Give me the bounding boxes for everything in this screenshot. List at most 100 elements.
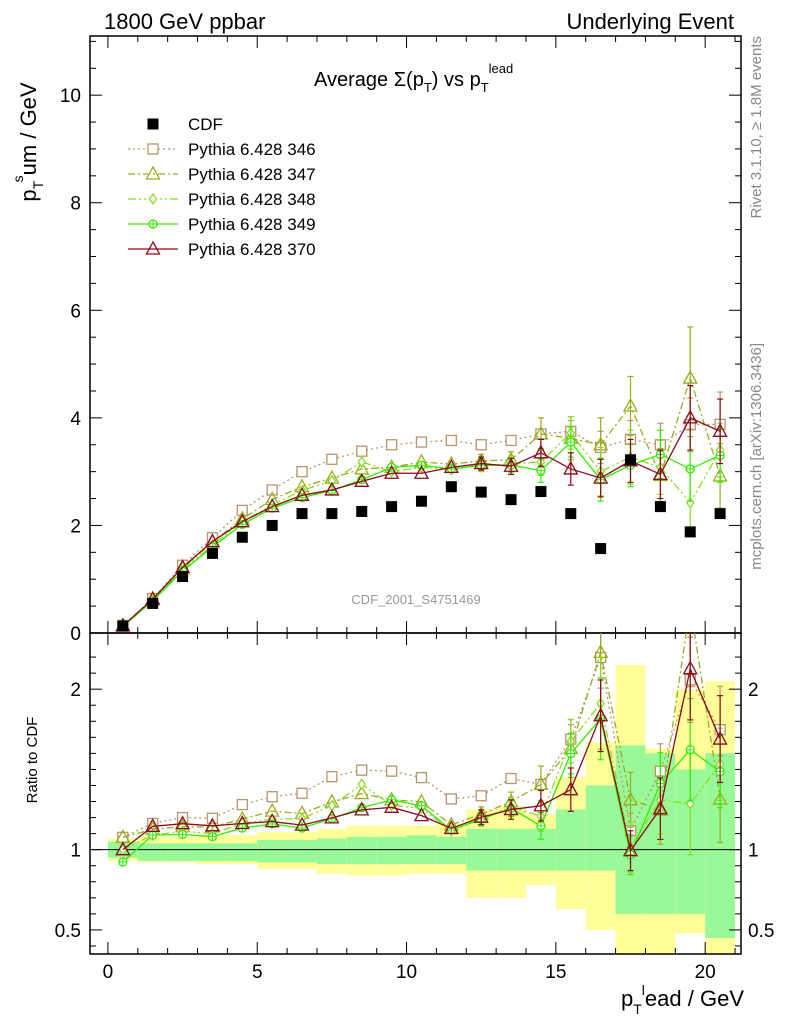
point-p370-ratio [324, 809, 340, 824]
point-cdf-main [445, 481, 457, 493]
plot-title-sub2: T [481, 80, 489, 95]
legend-label-p346: Pythia 6.428 346 [188, 140, 316, 159]
point-p347-ratio [622, 791, 639, 806]
point-p346-ratio [296, 787, 308, 799]
legend-item-p370: Pythia 6.428 370 [128, 240, 316, 259]
ratio-band-inner [227, 843, 258, 861]
y-tick-label-main: 6 [70, 301, 81, 322]
point-cdf-main [595, 543, 607, 555]
point-p370-ratio [413, 807, 430, 822]
x-axis-label-rest: ead / GeV [645, 986, 744, 1011]
header-right: Underlying Event [566, 9, 734, 34]
point-cdf-main [505, 494, 517, 506]
plot-title-sub1: T [424, 80, 432, 95]
y-tick-label-main: 2 [70, 516, 81, 537]
point-p348-ratio [357, 778, 367, 791]
point-p370-main [563, 460, 579, 475]
point-p346-main [296, 465, 308, 478]
point-cdf-main [177, 571, 189, 583]
point-p370-ratio [682, 660, 698, 675]
legend-marker-p348 [148, 192, 158, 206]
point-p370-ratio [712, 730, 728, 745]
mcplots-label: mcplots.cern.ch [arXiv:1306.3436] [748, 343, 765, 570]
x-tick-label: 15 [545, 962, 566, 983]
point-cdf-main [654, 501, 666, 513]
point-p370-ratio [115, 841, 131, 856]
legend-item-cdf: CDF [147, 115, 223, 134]
point-p370-main [324, 481, 340, 496]
point-p370-main [384, 464, 400, 479]
point-p370-main [443, 458, 459, 473]
point-p346-main [326, 453, 338, 465]
point-cdf-main [625, 454, 637, 466]
legend-item-p349: Pythia 6.428 349 [128, 215, 316, 234]
y-tick-label-main: 8 [70, 194, 81, 215]
y-axis-label-p: p [16, 189, 41, 201]
point-p370-ratio [473, 808, 489, 823]
point-cdf-main [684, 526, 696, 538]
point-cdf-main [386, 501, 398, 513]
legend: CDF Pythia 6.428 346 Pythia 6.428 347 Pythi… [128, 115, 316, 259]
ratio-band-inner [257, 840, 288, 863]
point-p370-main [503, 457, 519, 472]
point-p370-ratio [294, 816, 310, 831]
axis-ticks: 0 5 10 15 20 0 2 4 6 8 10 0.5 0.5 1 1 2 2 [55, 36, 774, 983]
line-p348-main [122, 431, 721, 627]
point-cdf-main [565, 508, 577, 520]
legend-label-p347: Pythia 6.428 347 [188, 165, 316, 184]
rivet-label: Rivet 3.1.10, ≥ 1.8M events [748, 36, 765, 219]
point-p346-ratio [505, 772, 517, 785]
point-p370-main [593, 469, 609, 484]
point-p347-ratio [533, 776, 549, 791]
legend-label-p349: Pythia 6.428 349 [188, 215, 316, 234]
point-p370-main [294, 486, 310, 501]
point-p347-ratio [684, 599, 697, 611]
point-cdf-main [117, 620, 129, 632]
point-p346-ratio [236, 798, 248, 811]
point-p346-ratio [415, 771, 428, 784]
x-axis-label-p: p [621, 986, 633, 1011]
ratio-band-inner [197, 843, 228, 861]
y-axis-label-main: pTsum / GeV [10, 82, 46, 201]
y-tick-label-ratio-right: 1 [748, 841, 759, 862]
point-p346-ratio [385, 765, 398, 777]
legend-label-p370: Pythia 6.428 370 [188, 240, 316, 259]
point-p370-ratio [563, 781, 579, 796]
point-p346-ratio [266, 791, 278, 803]
ratio-band-inner [287, 840, 317, 863]
point-p347-ratio [354, 785, 370, 800]
line-p370-ratio [122, 666, 721, 853]
legend-item-p346: Pythia 6.428 346 [128, 140, 316, 159]
point-cdf-main [206, 547, 218, 559]
ratio-band-inner [436, 836, 467, 865]
point-p370-ratio [264, 813, 280, 828]
analysis-watermark: CDF_2001_S4751469 [351, 592, 480, 607]
point-p346-ratio [445, 793, 457, 805]
point-p370-ratio [533, 797, 549, 812]
point-p370-ratio [622, 842, 639, 857]
ratio-band-inner [316, 838, 347, 865]
y-tick-label-ratio: 2 [70, 680, 81, 701]
x-axis-label-sup: l [642, 982, 645, 998]
y-tick-label-ratio: 1 [70, 841, 81, 862]
point-cdf-main [356, 505, 368, 517]
ratio-band-inner [555, 809, 586, 871]
point-p370-main [682, 409, 698, 424]
point-p346-ratio [475, 790, 487, 802]
legend-marker-p346 [147, 143, 159, 155]
ratio-band-inner [376, 836, 407, 865]
y-axis-label-sup: s [10, 175, 26, 182]
point-p346-main [415, 436, 428, 448]
ratio-band-inner [346, 836, 377, 865]
svg-text:pTsum / GeV: pTsum / GeV [10, 82, 46, 201]
point-p370-ratio [174, 815, 191, 830]
point-p370-main [533, 444, 549, 459]
legend-marker-p370 [145, 240, 161, 255]
point-p346-main [475, 439, 487, 451]
plot-title-mid: ) vs p [432, 69, 481, 91]
y-tick-label-main: 0 [70, 624, 81, 645]
point-p370-ratio [384, 798, 400, 813]
point-p370-ratio [204, 817, 221, 832]
point-p370-ratio [443, 820, 459, 835]
